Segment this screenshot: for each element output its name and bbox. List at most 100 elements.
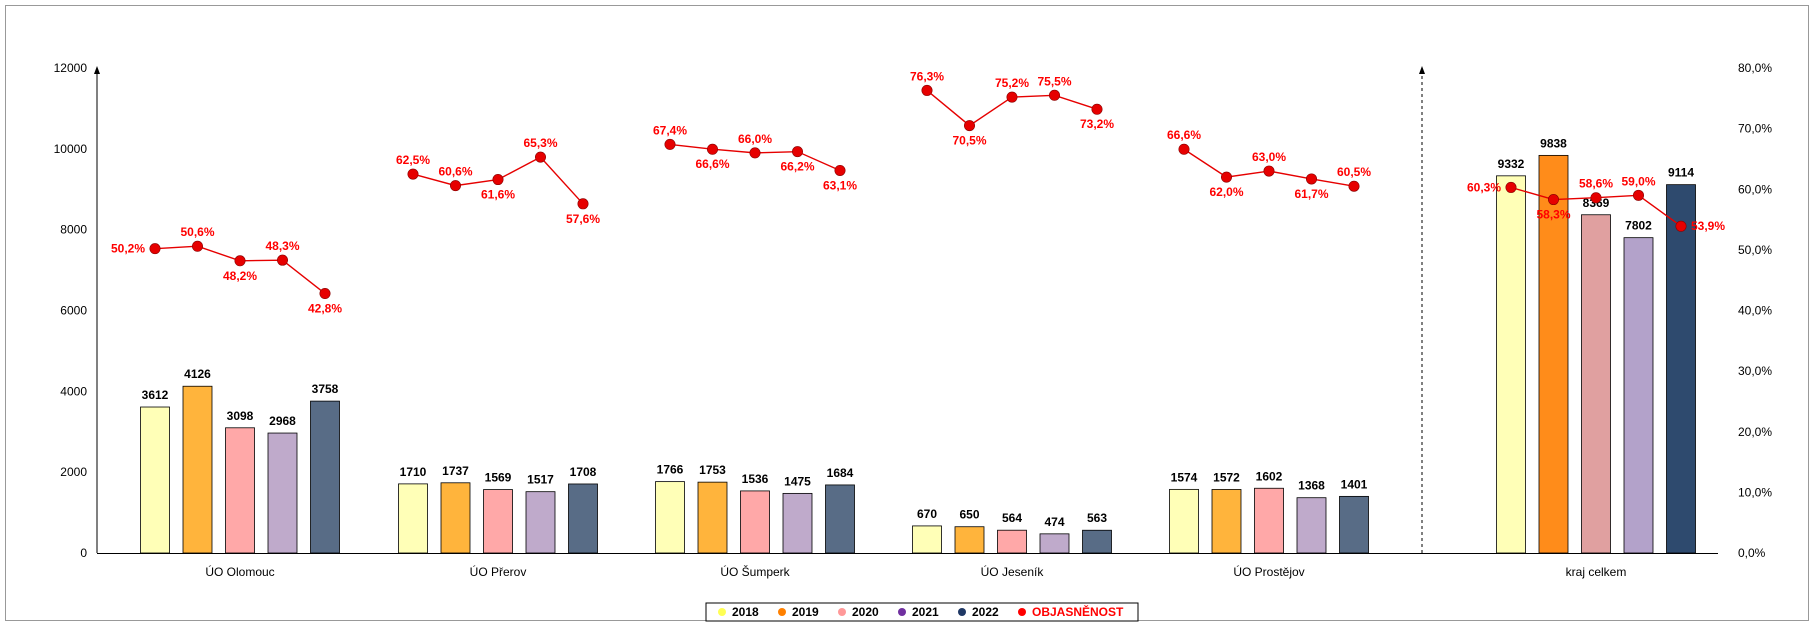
objasnenost-label: 57,6% xyxy=(566,212,600,226)
objasnenost-label: 50,6% xyxy=(180,225,214,239)
bar-value-label: 1766 xyxy=(657,463,684,477)
left-tick-label: 12000 xyxy=(54,61,88,75)
legend: 2018 2019 2020 2021 2022 OBJASNĚNOST xyxy=(705,602,1139,622)
objasnenost-label: 70,5% xyxy=(952,134,986,148)
objasnenost-point xyxy=(1505,181,1517,193)
bar-value-label: 1475 xyxy=(784,474,811,488)
bar xyxy=(1169,488,1199,554)
objasnenost-label: 60,5% xyxy=(1337,165,1371,179)
left-axis: 0 2000 4000 6000 8000 10000 12000 xyxy=(54,61,1718,560)
objasnenost-label: 58,3% xyxy=(1536,208,1570,222)
category-label: ÚO Přerov xyxy=(470,564,527,579)
legend-marker xyxy=(718,608,726,616)
bar-series xyxy=(140,154,1696,554)
category-label: ÚO Jeseník xyxy=(981,564,1045,579)
objasnenost-label: 75,2% xyxy=(995,76,1029,90)
bar xyxy=(1039,533,1070,554)
bar-value-label: 474 xyxy=(1044,515,1064,529)
bar xyxy=(310,400,340,554)
objasnenost-point xyxy=(1548,194,1560,206)
legend-box xyxy=(705,602,1139,622)
right-axis: 0,0% 10,0% 20,0% 30,0% 40,0% 50,0% 60,0% 70,0% 8… xyxy=(1738,61,1772,560)
bar xyxy=(1623,237,1654,554)
legend-label: 2022 xyxy=(972,605,999,619)
bar xyxy=(697,481,728,554)
objasnenost-point xyxy=(1049,89,1061,101)
objasnenost-label: 58,6% xyxy=(1579,177,1613,191)
bar-value-label: 1602 xyxy=(1256,469,1283,483)
bar-value-label: 1536 xyxy=(742,472,769,486)
objasnenost-point xyxy=(449,180,461,192)
objasnenost-point xyxy=(1221,171,1233,183)
objasnenost-label: 42,8% xyxy=(308,302,342,316)
objasnenost-label: 62,5% xyxy=(396,153,430,167)
objasnenost-label: 66,2% xyxy=(780,160,814,174)
legend-marker xyxy=(1018,608,1026,616)
category-label: ÚO Prostějov xyxy=(1233,564,1304,579)
bar xyxy=(997,529,1027,554)
objasnenost-point xyxy=(192,240,204,252)
objasnenost-point xyxy=(921,84,933,96)
bar-value-label: 1572 xyxy=(1213,470,1240,484)
objasnenost-point xyxy=(492,174,504,186)
bar-value-label: 4126 xyxy=(184,367,211,381)
objasnenost-point xyxy=(749,147,761,159)
objasnenost-label: 53,9% xyxy=(1691,219,1725,233)
objasnenost-point xyxy=(319,288,331,300)
objasnenost-label: 59,0% xyxy=(1621,174,1655,188)
bar xyxy=(1296,497,1327,554)
bar-value-label: 3612 xyxy=(142,388,169,402)
objasnenost-point xyxy=(276,254,288,266)
objasnenost-point xyxy=(407,168,419,180)
objasnenost-point xyxy=(706,143,718,155)
objasnenost-label: 67,4% xyxy=(653,123,687,137)
objasnenost-point xyxy=(534,151,546,163)
objasnenost-point xyxy=(1590,192,1602,204)
bar xyxy=(740,490,770,554)
bar xyxy=(825,484,855,554)
objasnenost-point xyxy=(1633,189,1645,201)
bar-value-label: 670 xyxy=(917,507,937,521)
objasnenost-point xyxy=(834,164,846,176)
legend-label: OBJASNĚNOST xyxy=(1032,604,1124,619)
right-tick-label: 40,0% xyxy=(1738,304,1772,318)
objasnenost-point xyxy=(1306,173,1318,185)
bar xyxy=(1496,175,1526,554)
bar xyxy=(1339,495,1369,554)
objasnenost-label: 62,0% xyxy=(1209,185,1243,199)
bar-value-label: 1708 xyxy=(570,465,597,479)
objasnenost-label: 50,2% xyxy=(111,242,145,256)
right-tick-label: 50,0% xyxy=(1738,243,1772,257)
bar xyxy=(140,406,170,554)
bar xyxy=(182,385,213,554)
right-tick-label: 80,0% xyxy=(1738,61,1772,75)
objasnenost-label: 63,1% xyxy=(823,178,857,192)
right-tick-label: 0,0% xyxy=(1738,546,1766,560)
right-tick-label: 10,0% xyxy=(1738,485,1772,499)
bar-value-label: 9114 xyxy=(1668,166,1694,180)
right-tick-label: 70,0% xyxy=(1738,122,1772,136)
bar xyxy=(483,489,513,554)
objasnenost-point xyxy=(1006,91,1018,103)
objasnenost-point xyxy=(963,120,975,132)
legend-marker xyxy=(778,608,786,616)
right-tick-label: 60,0% xyxy=(1738,182,1772,196)
objasnenost-point xyxy=(664,138,676,150)
objasnenost-label: 66,0% xyxy=(738,132,772,146)
category-label: ÚO Šumperk xyxy=(720,564,790,579)
objasnenost-label: 66,6% xyxy=(695,157,729,171)
left-tick-label: 8000 xyxy=(60,223,87,237)
category-label: ÚO Olomouc xyxy=(205,564,274,579)
legend-label: 2018 xyxy=(732,605,759,619)
bar xyxy=(912,525,942,554)
left-tick-label: 2000 xyxy=(60,465,87,479)
objasnenost-label: 76,3% xyxy=(910,69,944,83)
legend-label: 2021 xyxy=(912,605,939,619)
objasnenost-point xyxy=(149,243,161,255)
objasnenost-label: 63,0% xyxy=(1252,150,1286,164)
objasnenost-label: 60,6% xyxy=(438,165,472,179)
objasnenost-point xyxy=(1091,103,1103,115)
bar xyxy=(1254,487,1284,554)
objasnenost-label: 61,7% xyxy=(1294,187,1328,201)
